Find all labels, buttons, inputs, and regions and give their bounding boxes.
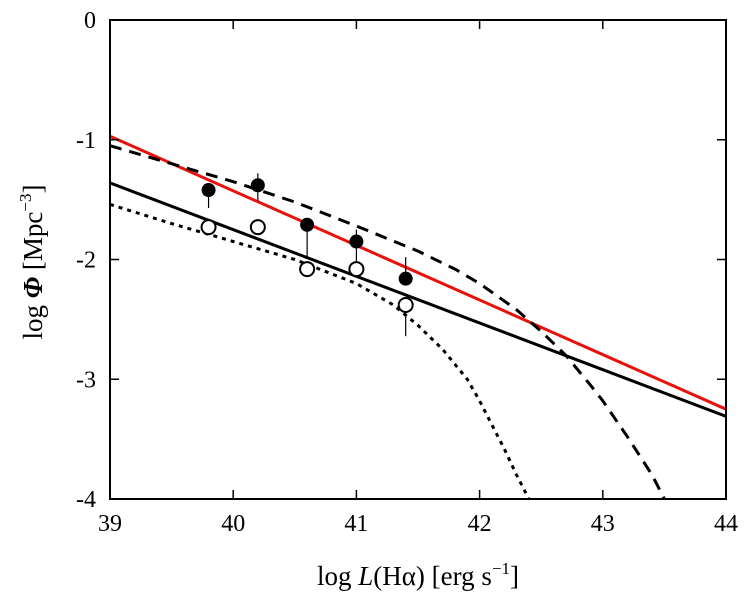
filled-points-marker [398, 271, 413, 286]
dashed-schechter-line [110, 144, 666, 499]
filled-points-marker [300, 217, 315, 232]
filled-points-marker [250, 178, 265, 193]
red-power-law-line [110, 134, 726, 411]
y-tick-label: -4 [76, 487, 96, 513]
x-tick-label: 42 [468, 511, 492, 537]
x-axis-label: log L(Hα) [erg s−1] [317, 559, 519, 591]
dotted-schechter-line [110, 202, 531, 499]
y-tick-label: -3 [76, 367, 96, 393]
open-points-marker [348, 261, 365, 278]
x-tick-label: 43 [591, 511, 615, 537]
open-points-marker [299, 261, 316, 278]
y-tick-label: -2 [76, 248, 96, 274]
y-axis-label: log Φ [Mpc−3] [16, 185, 48, 340]
black-power-law-line [110, 181, 726, 418]
x-tick-label: 39 [98, 511, 122, 537]
x-tick-label: 41 [344, 511, 368, 537]
filled-points-marker [349, 234, 364, 249]
y-tick-label: 0 [84, 8, 96, 34]
open-points-marker [397, 297, 414, 314]
filled-points-marker [201, 183, 216, 198]
x-tick-label: 44 [714, 511, 738, 537]
open-points-marker [200, 219, 217, 236]
y-tick-label: -1 [76, 128, 96, 154]
plot-frame [109, 19, 727, 500]
x-tick-label: 40 [221, 511, 245, 537]
open-points-marker [249, 219, 266, 236]
points-layer [200, 173, 414, 337]
ticks-layer: 39 40 41 42 43 44 0 -1 -2 -3 -4 [76, 8, 738, 537]
